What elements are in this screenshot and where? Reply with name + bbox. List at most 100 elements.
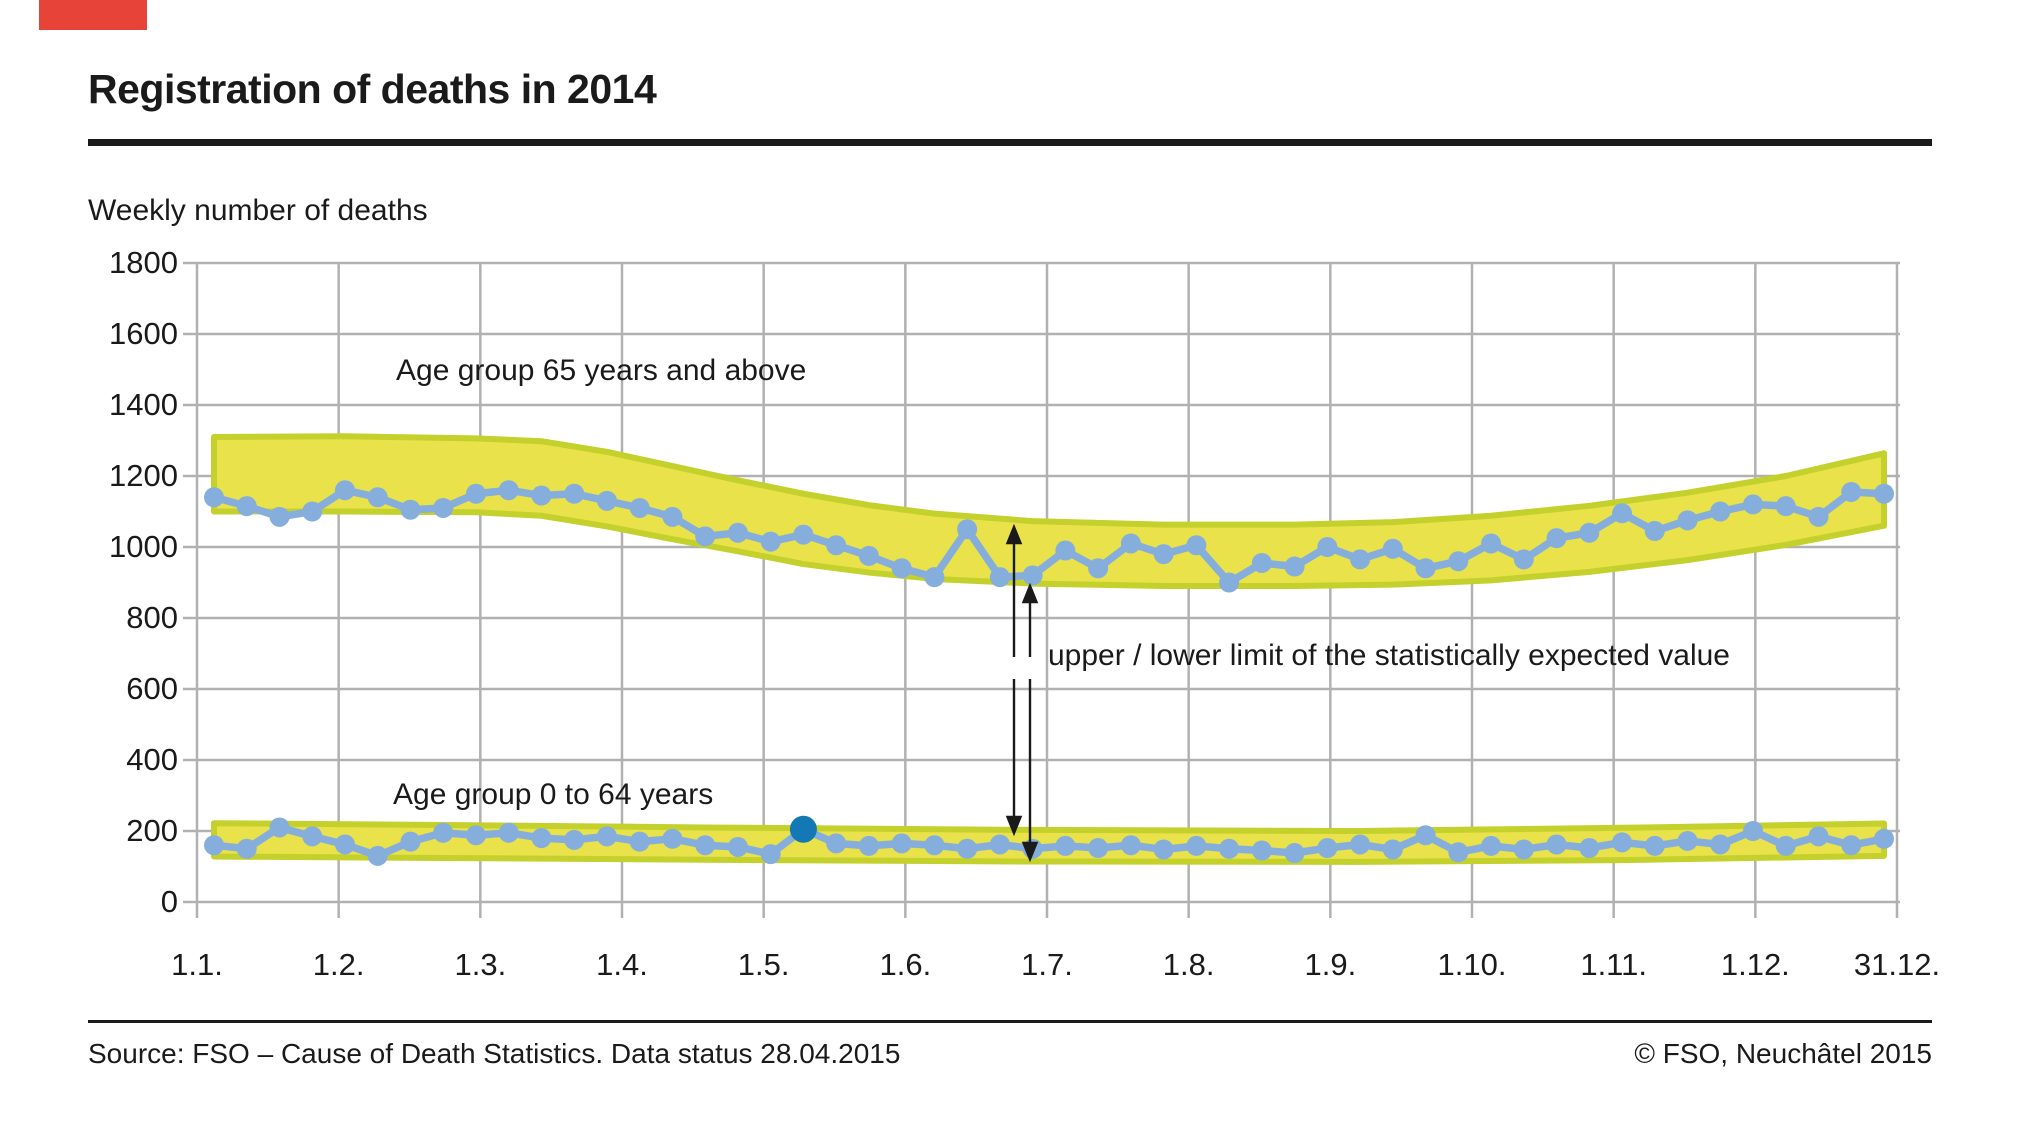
data-point <box>1448 842 1469 863</box>
data-point <box>1219 838 1240 859</box>
data-point <box>695 526 716 547</box>
data-point <box>826 535 847 556</box>
data-point <box>269 506 290 527</box>
arrowhead-up <box>1021 582 1039 604</box>
data-point <box>989 834 1010 855</box>
series-line-0to64 <box>210 823 1888 860</box>
data-point <box>924 567 945 588</box>
data-point <box>1677 830 1698 851</box>
data-point <box>1513 839 1534 860</box>
x-axis-tick-label: 1.9. <box>1304 947 1357 982</box>
page-title: Registration of deaths in 2014 <box>88 66 657 112</box>
data-point <box>302 826 323 847</box>
y-axis-tick-label: 1200 <box>109 458 178 493</box>
data-point <box>1284 843 1305 864</box>
y-axis-tick-label: 800 <box>126 600 178 635</box>
data-point <box>629 497 650 518</box>
data-point <box>498 480 519 501</box>
data-point <box>957 519 978 540</box>
data-point <box>1612 832 1633 853</box>
data-point <box>204 835 224 856</box>
data-point <box>957 838 978 859</box>
data-point <box>1710 834 1731 855</box>
data-point <box>760 844 781 865</box>
x-axis-tick-label: 1.5. <box>737 947 790 982</box>
data-point <box>1382 538 1403 559</box>
x-axis-tick-label: 1.6. <box>879 947 932 982</box>
x-axis-tick-label: 1.12. <box>1720 947 1790 982</box>
data-point <box>1874 483 1894 504</box>
x-axis-tick-label: 1.10. <box>1437 947 1507 982</box>
data-point <box>302 501 323 522</box>
arrowhead-up <box>1005 523 1023 545</box>
data-point <box>1251 840 1272 861</box>
data-point <box>1612 503 1633 524</box>
data-point <box>1415 825 1436 846</box>
data-point <box>367 487 388 508</box>
y-axis-tick-label: 200 <box>126 813 178 848</box>
data-point <box>1513 549 1534 570</box>
data-point <box>1841 481 1862 502</box>
x-axis-tick-label: 1.7. <box>1021 947 1073 982</box>
data-point <box>1120 533 1141 554</box>
data-point <box>1481 835 1502 856</box>
data-point <box>1546 528 1567 549</box>
data-point <box>760 531 781 552</box>
y-axis-tick-label: 600 <box>126 671 178 706</box>
data-point <box>498 822 519 843</box>
data-point <box>629 831 650 852</box>
title-rule <box>88 139 1932 146</box>
data-point <box>1055 835 1076 856</box>
highlighted-data-point <box>789 815 817 843</box>
x-axis-tick-label: 1.1. <box>171 947 223 982</box>
data-point <box>793 524 814 545</box>
data-point <box>1579 522 1600 543</box>
data-point <box>204 487 224 508</box>
data-point <box>826 833 847 854</box>
data-point <box>1448 551 1469 572</box>
data-point <box>1644 521 1665 542</box>
data-point <box>1219 572 1240 593</box>
x-axis-tick-label: 1.4. <box>596 947 648 982</box>
data-point <box>1088 838 1109 859</box>
data-point <box>1710 501 1731 522</box>
fso-red-accent-bar <box>39 0 147 30</box>
data-point <box>400 831 421 852</box>
data-point <box>1317 838 1338 859</box>
data-point <box>1775 835 1796 856</box>
x-axis-tick-label: 31.12. <box>1853 947 1941 982</box>
data-point <box>1186 835 1207 856</box>
arrowhead-down <box>1021 841 1039 863</box>
data-point <box>236 496 257 517</box>
data-point <box>531 828 552 849</box>
data-point <box>596 826 617 847</box>
data-point <box>662 828 683 849</box>
data-point <box>1644 835 1665 856</box>
data-point <box>236 838 257 859</box>
y-axis-tick-label: 0 <box>160 884 178 919</box>
data-point <box>1579 838 1600 859</box>
y-axis-tick-label: 1600 <box>109 316 178 351</box>
data-point <box>1022 565 1043 586</box>
expected-value-limit-label: upper / lower limit of the statistically… <box>1048 639 1730 672</box>
data-point <box>1382 839 1403 860</box>
data-point <box>465 483 486 504</box>
range-arrows <box>1005 523 1039 863</box>
data-point <box>1317 537 1338 557</box>
data-point <box>1415 558 1436 579</box>
data-point <box>1350 549 1371 570</box>
data-point <box>564 829 585 850</box>
data-point <box>564 483 585 504</box>
data-point <box>531 485 552 506</box>
data-point <box>727 522 748 543</box>
data-point <box>269 817 290 838</box>
chart-subtitle-y-axis-title: Weekly number of deaths <box>88 194 428 227</box>
data-point <box>1350 834 1371 855</box>
data-point <box>334 834 355 855</box>
data-point <box>596 490 617 511</box>
data-point <box>1153 839 1174 860</box>
data-point <box>1546 834 1567 855</box>
data-point <box>1481 533 1502 554</box>
